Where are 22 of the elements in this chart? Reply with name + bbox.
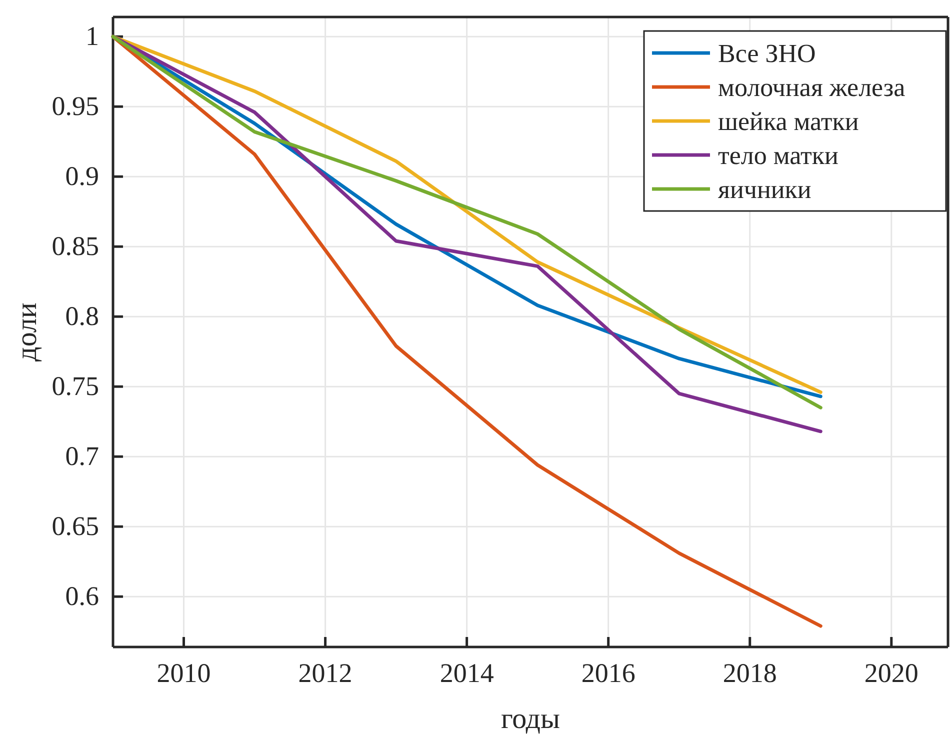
legend-label: тело матки: [718, 141, 839, 170]
x-tick-label: 2012: [298, 658, 352, 688]
y-tick-label: 0.65: [52, 511, 99, 542]
legend-label: шейка матки: [718, 107, 859, 136]
x-tick-label: 2010: [156, 658, 211, 688]
y-tick-label: 0.85: [52, 231, 99, 262]
x-tick-label: 2020: [864, 658, 918, 688]
x-tick-label: 2014: [440, 658, 494, 688]
x-axis-title: годы: [500, 703, 560, 735]
y-axis-title: доли: [11, 302, 43, 362]
x-tick-label: 2018: [722, 658, 777, 688]
x-tick-label: 2016: [581, 658, 636, 688]
legend-label: молочная железа: [718, 73, 906, 102]
y-tick-label: 0.75: [52, 371, 99, 402]
legend-label: Все ЗНО: [718, 39, 816, 68]
y-tick-label: 0.8: [65, 301, 99, 332]
y-tick-label: 0.6: [65, 581, 99, 612]
legend-label: яичники: [718, 175, 812, 204]
y-tick-label: 0.7: [65, 441, 99, 472]
y-tick-label: 0.9: [65, 161, 99, 192]
y-tick-label: 1: [86, 21, 99, 52]
y-tick-label: 0.95: [52, 91, 99, 122]
